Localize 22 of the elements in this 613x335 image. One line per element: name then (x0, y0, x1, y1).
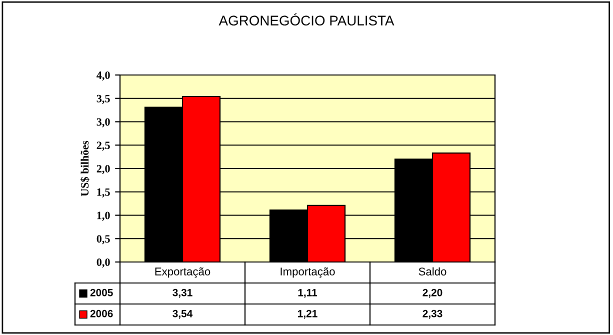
data-label: 1,11 (298, 289, 318, 298)
data-label: 2,20 (422, 288, 442, 298)
data-label: 3,54 (172, 310, 193, 319)
y-tick-label: 4,0 (96, 71, 110, 81)
y-axis-title: US$ bilhões (80, 140, 90, 196)
x-tick-label: Saldo (418, 267, 446, 276)
x-tick-label: Exportação (155, 267, 210, 278)
chart-title: AGRONEGÓCIO PAULISTA (218, 13, 394, 26)
y-tick-label: 1,0 (97, 212, 110, 221)
data-label: 1,21 (298, 310, 318, 319)
data-label: 3,31 (172, 288, 192, 298)
y-tick-label: 1,5 (97, 188, 110, 198)
y-tick-label: 3,5 (96, 94, 110, 104)
x-tick-label: Importação (280, 267, 335, 278)
y-tick-label: 0,0 (96, 258, 110, 268)
y-tick-label: 2,5 (96, 142, 110, 151)
data-label: 2,33 (422, 310, 442, 319)
y-tick-label: 3,0 (96, 118, 110, 128)
y-tick-label: 0,5 (96, 235, 110, 244)
y-tick-label: 2,0 (96, 164, 110, 174)
legend-label: 2006 (90, 310, 113, 318)
legend-label: 2005 (90, 288, 113, 296)
